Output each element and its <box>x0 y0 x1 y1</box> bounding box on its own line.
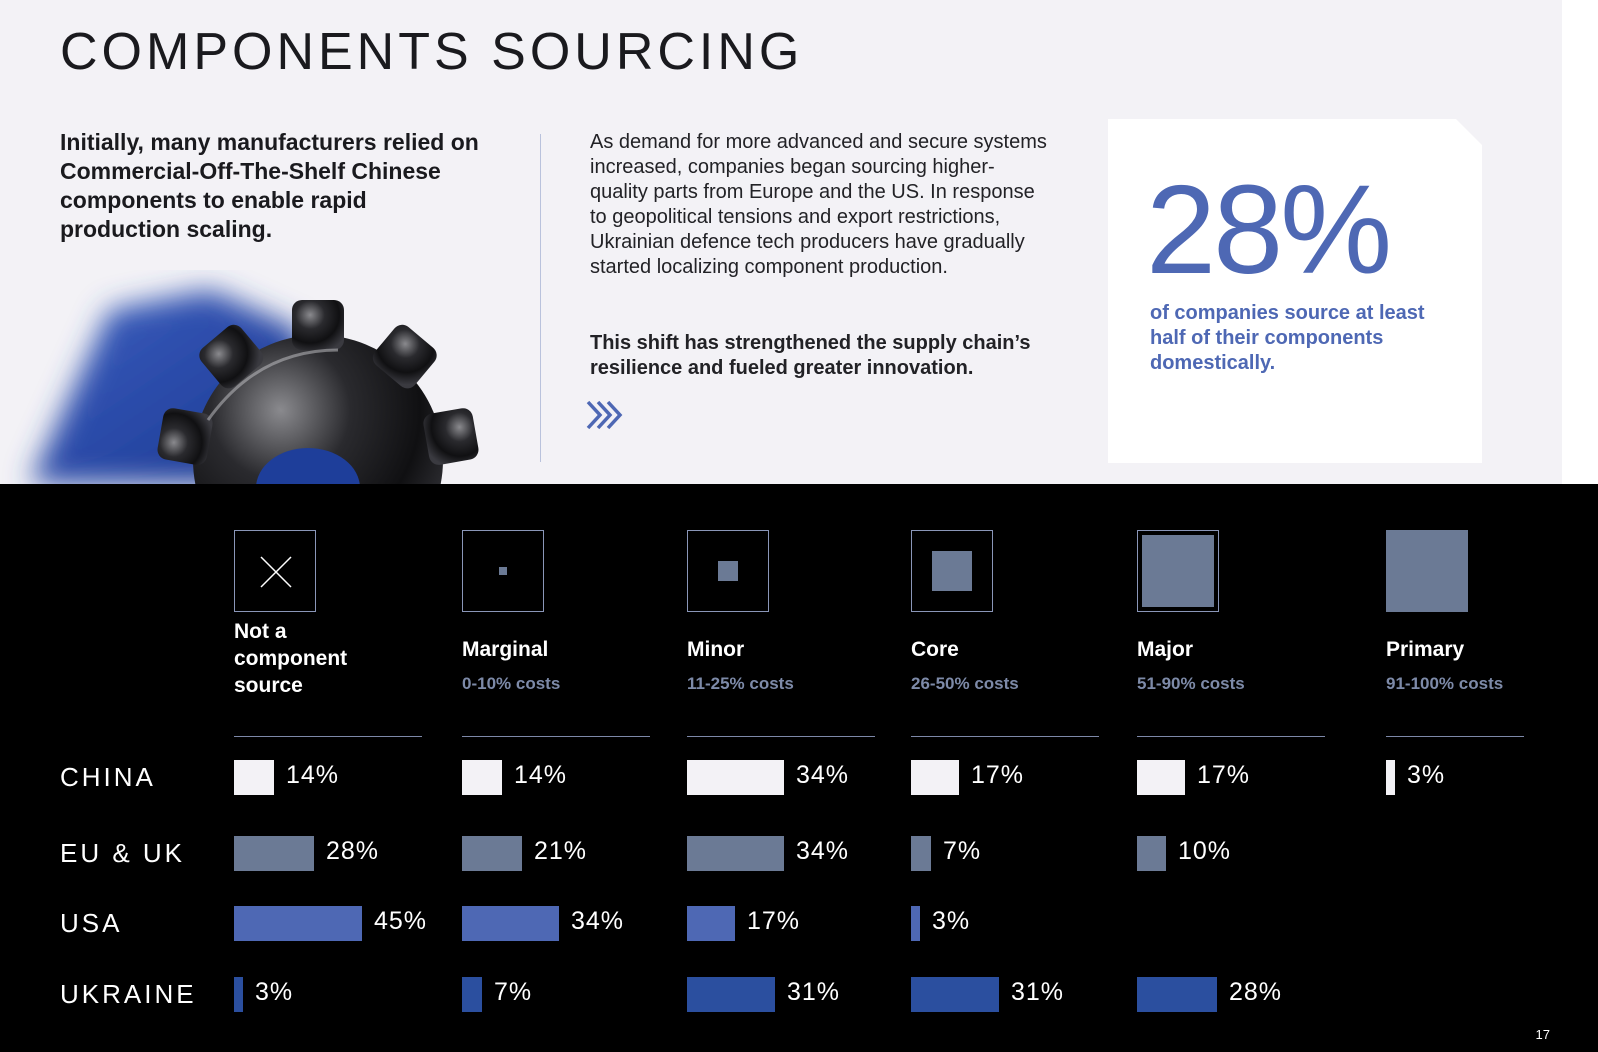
data-label: 28% <box>1229 978 1283 1006</box>
row-label: CHINA <box>60 762 156 792</box>
page-number: 17 <box>1535 1027 1550 1042</box>
bar <box>234 906 362 941</box>
category-range: 91-100% costs <box>1386 674 1504 693</box>
bar <box>687 836 784 871</box>
square-icon <box>911 530 993 612</box>
category-label: Not a component source <box>234 620 348 697</box>
category-range: 26-50% costs <box>911 674 1019 693</box>
square-icon <box>1137 530 1219 612</box>
header-section: COMPONENTS SOURCING Initially, many manu… <box>0 0 1598 484</box>
data-label: 34% <box>571 907 625 935</box>
square-fill <box>718 561 738 581</box>
square-icon <box>462 530 544 612</box>
data-label: 14% <box>286 761 340 789</box>
category-label: Primary <box>1386 638 1465 661</box>
bar <box>911 836 931 871</box>
data-label: 17% <box>1197 761 1251 789</box>
square-fill <box>1142 535 1214 607</box>
data-label: 3% <box>1407 761 1446 789</box>
square-icon <box>1386 530 1468 612</box>
category-range: 11-25% costs <box>687 674 794 693</box>
bar <box>234 977 243 1012</box>
bar <box>1386 760 1395 795</box>
bar <box>462 760 502 795</box>
bar <box>462 906 559 941</box>
bar <box>687 906 735 941</box>
intro-text: Initially, many manufacturers relied on … <box>60 129 479 242</box>
stat-caption: of companies source at least half of the… <box>1150 302 1425 374</box>
data-label: 45% <box>374 907 428 935</box>
category-label: Core <box>911 638 959 661</box>
data-label: 28% <box>326 837 380 865</box>
column-divider <box>462 736 650 737</box>
category-label: Minor <box>687 638 745 661</box>
stat-value: 28% <box>1146 159 1392 300</box>
square-fill <box>499 567 507 575</box>
vertical-divider <box>540 134 541 462</box>
category-label: Major <box>1137 638 1194 661</box>
bar <box>234 760 274 795</box>
bar <box>687 977 775 1012</box>
data-label: 31% <box>787 978 841 1006</box>
data-label: 7% <box>494 978 533 1006</box>
body-bold-text: This shift has strengthened the supply c… <box>590 332 1031 379</box>
square-icon <box>687 530 769 612</box>
bar <box>234 836 314 871</box>
data-label: 34% <box>796 837 850 865</box>
bar <box>1137 977 1217 1012</box>
column-divider <box>911 736 1099 737</box>
data-label: 17% <box>971 761 1025 789</box>
bar <box>462 977 482 1012</box>
page-edge-dark <box>1562 484 1598 1052</box>
data-label: 14% <box>514 761 568 789</box>
data-label: 3% <box>932 907 971 935</box>
category-range: 0-10% costs <box>462 674 561 693</box>
data-label: 10% <box>1178 837 1232 865</box>
data-label: 3% <box>255 978 294 1006</box>
bar <box>911 906 920 941</box>
data-label: 17% <box>747 907 801 935</box>
gear-icon <box>30 290 479 484</box>
bar <box>1137 836 1166 871</box>
row-label: USA <box>60 908 123 938</box>
column-divider <box>687 736 875 737</box>
column-divider <box>1137 736 1325 737</box>
body-text: As demand for more advanced and secure s… <box>590 131 1047 278</box>
stat-card: 28% of companies source at least half of… <box>1108 119 1482 463</box>
page-title: COMPONENTS SOURCING <box>60 23 804 81</box>
category-label: Marginal <box>462 638 549 661</box>
bar <box>462 836 522 871</box>
data-label: 31% <box>1011 978 1065 1006</box>
chevrons-right-icon <box>586 400 623 430</box>
gear-illustration <box>0 270 520 484</box>
data-label: 7% <box>943 837 982 865</box>
square-fill <box>932 551 972 591</box>
data-label: 21% <box>534 837 588 865</box>
bar <box>1137 760 1185 795</box>
column-divider <box>1386 736 1524 737</box>
data-label: 34% <box>796 761 850 789</box>
row-label: EU & UK <box>60 838 186 868</box>
category-range: 51-90% costs <box>1137 674 1245 693</box>
column-divider <box>234 736 422 737</box>
x-icon <box>234 530 316 612</box>
bar <box>687 760 784 795</box>
row-label: UKRAINE <box>60 979 197 1009</box>
bar <box>911 760 959 795</box>
bar <box>911 977 999 1012</box>
